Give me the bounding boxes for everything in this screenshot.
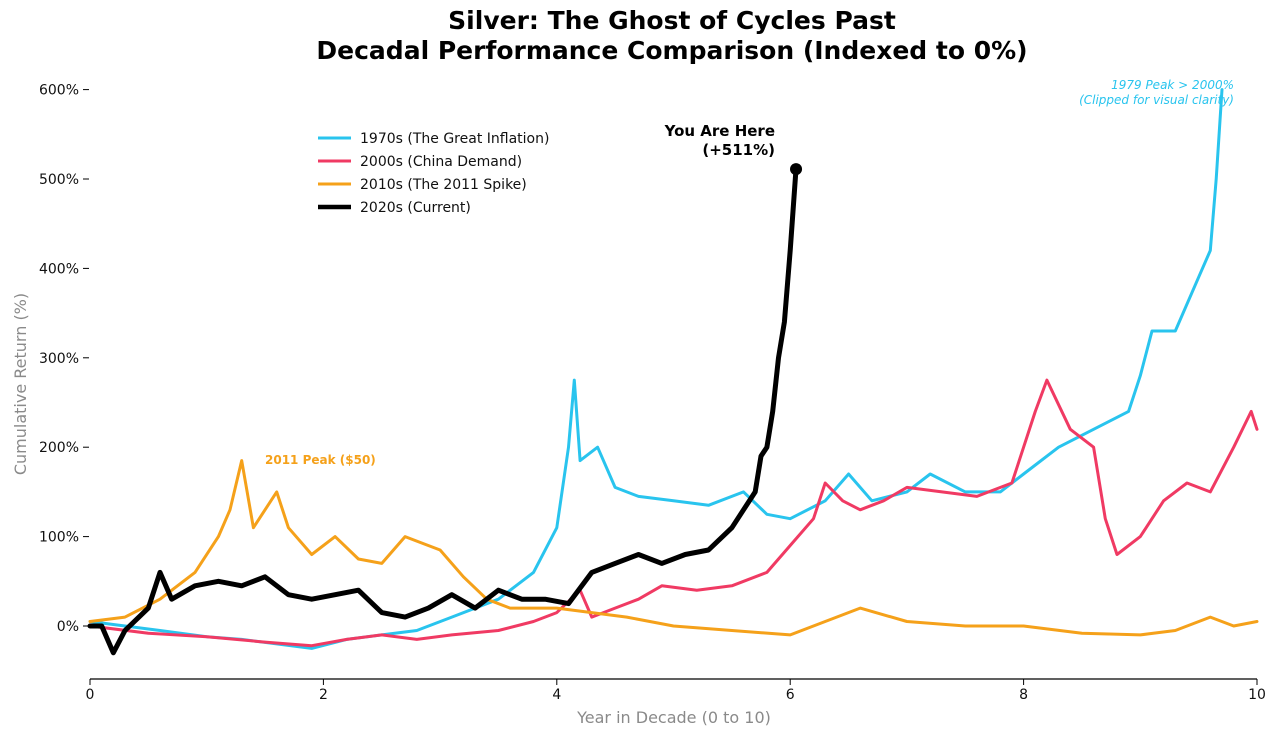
- peak-1979-annotation: 1979 Peak > 2000%: [1111, 78, 1234, 92]
- current-end-marker: [790, 163, 803, 176]
- x-tick-label: 6: [786, 687, 795, 703]
- legend-label-2: 2000s (China Demand): [360, 154, 522, 170]
- series-line-2: [88, 378, 1259, 648]
- y-axis: 0% 100% 200% 300% 400% 500% 600%: [39, 83, 89, 635]
- x-axis: 0 2 4 6 8 10: [86, 678, 1266, 703]
- y-tick-label: 300%: [39, 351, 79, 367]
- y-axis-label: Cumulative Return (%): [11, 293, 30, 475]
- y-tick-label: 100%: [39, 530, 79, 546]
- x-axis-label: Year in Decade (0 to 10): [576, 708, 771, 727]
- x-tick-label: 0: [86, 687, 95, 703]
- x-tick-label: 8: [1019, 687, 1028, 703]
- peak-1979-clipped-note: (Clipped for visual clarity): [1079, 93, 1234, 107]
- legend: 1970s (The Great Inflation) 2000s (China …: [318, 131, 549, 216]
- peak-2011-annotation: 2011 Peak ($50): [265, 453, 376, 467]
- chart-title: Silver: The Ghost of Cycles Past: [448, 6, 896, 35]
- series-layer: [87, 88, 1259, 656]
- x-tick-label: 10: [1248, 687, 1266, 703]
- y-tick-label: 400%: [39, 261, 79, 277]
- x-tick-label: 2: [319, 687, 328, 703]
- you-are-here-value: (+511%): [702, 141, 775, 159]
- legend-label-1: 1970s (The Great Inflation): [360, 131, 549, 147]
- legend-label-4: 2020s (Current): [360, 200, 471, 216]
- y-tick-label: 0%: [57, 619, 79, 635]
- series-line-4: [87, 166, 799, 656]
- legend-label-3: 2010s (The 2011 Spike): [360, 177, 527, 193]
- y-tick-label: 600%: [39, 83, 79, 99]
- you-are-here-label: You Are Here: [664, 122, 775, 140]
- series-line-1: [88, 88, 1224, 650]
- series-line-3: [88, 459, 1259, 637]
- y-tick-label: 200%: [39, 440, 79, 456]
- y-tick-label: 500%: [39, 172, 79, 188]
- chart-subtitle: Decadal Performance Comparison (Indexed …: [316, 36, 1027, 65]
- x-tick-label: 4: [552, 687, 561, 703]
